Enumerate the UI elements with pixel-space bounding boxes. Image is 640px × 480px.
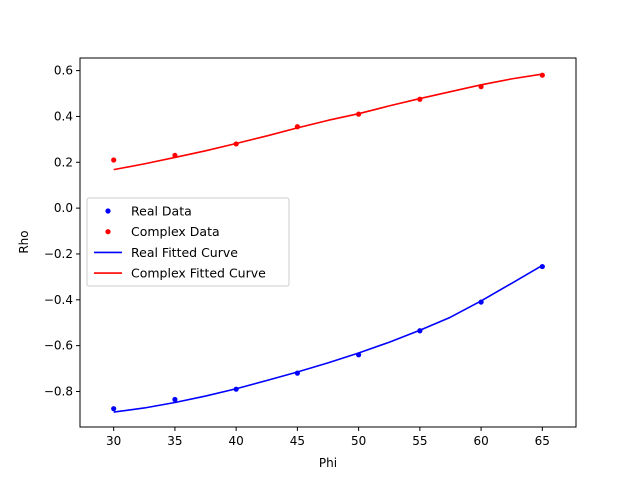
axes-frame <box>79 57 577 428</box>
y-tick-label: −0.4 <box>44 293 73 307</box>
plot-area <box>111 72 545 413</box>
legend-label-real-data: Real Data <box>131 204 192 219</box>
legend: Real Data Complex Data Real Fitted Curve Co… <box>86 197 290 287</box>
x-axis-label: Phi <box>319 456 337 470</box>
legend-swatch-real-data <box>105 208 111 214</box>
y-tick-label: 0.0 <box>54 201 73 215</box>
x-tick-label: 50 <box>351 434 366 448</box>
real-fitted-curve-line <box>113 264 543 413</box>
y-tick-label: 0.6 <box>54 64 73 78</box>
x-tick-label: 45 <box>290 434 305 448</box>
y-tick-label: −0.2 <box>44 247 73 261</box>
y-tick-label: 0.2 <box>54 155 73 169</box>
legend-swatch-complex-data <box>105 229 111 235</box>
legend-label-complex-fitted-curve: Complex Fitted Curve <box>131 266 266 281</box>
y-axis-ticks: −0.8 −0.6 −0.4 −0.2 0.0 0.2 0.4 0.6 <box>44 64 80 398</box>
legend-box <box>86 197 290 287</box>
real-data-point <box>111 406 117 412</box>
y-tick-label: 0.4 <box>54 109 73 123</box>
x-tick-label: 30 <box>106 434 121 448</box>
x-tick-label: 35 <box>167 434 182 448</box>
complex-data-point <box>539 72 545 78</box>
legend-label-real-fitted-curve: Real Fitted Curve <box>131 245 238 260</box>
x-axis-ticks: 30 35 40 45 50 55 60 65 <box>106 427 550 448</box>
y-tick-label: −0.6 <box>44 339 73 353</box>
complex-data-point <box>111 157 117 163</box>
y-axis-label: Rho <box>17 230 31 253</box>
y-tick-label: −0.8 <box>44 384 73 398</box>
x-tick-label: 65 <box>535 434 550 448</box>
x-tick-label: 40 <box>229 434 244 448</box>
real-data-point <box>172 396 178 403</box>
legend-label-complex-data: Complex Data <box>131 224 220 239</box>
x-tick-label: 60 <box>473 434 488 448</box>
x-tick-label: 55 <box>412 434 427 448</box>
complex-fitted-curve-line <box>113 73 543 171</box>
